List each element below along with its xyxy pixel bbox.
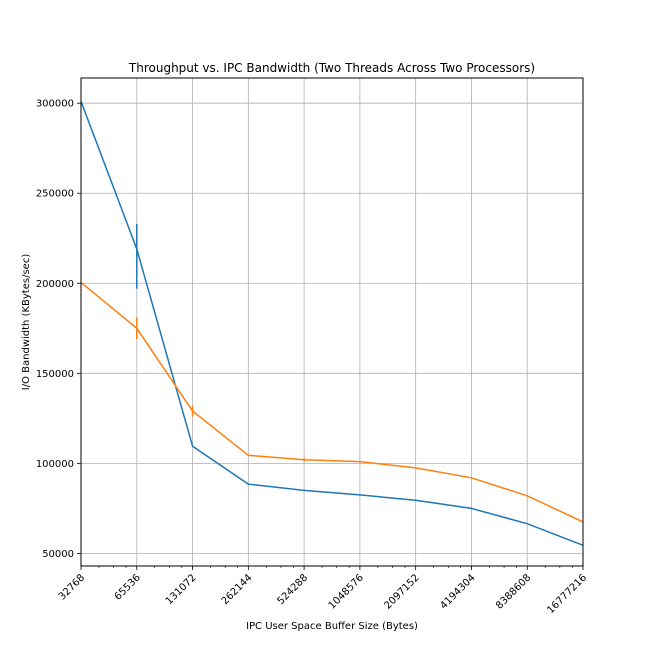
y-axis: 50000 100000 150000 200000 250000 300000 — [36, 99, 81, 560]
x-tick-label: 4194304 — [438, 572, 477, 611]
x-tick-label: 262144 — [220, 572, 255, 607]
plot-frame — [80, 77, 584, 567]
y-tick-label: 300000 — [36, 99, 74, 110]
x-tick-label: 16777216 — [545, 572, 589, 616]
series-line-1 — [80, 101, 584, 546]
x-axis-label: IPC User Space Buffer Size (Bytes) — [246, 621, 418, 632]
x-tick-label: 1048576 — [327, 572, 366, 611]
y-axis-label: I/O Bandwidth (KBytes/sec) — [21, 254, 32, 391]
x-tick-label: 131072 — [164, 572, 199, 607]
x-tick-label: 32768 — [57, 572, 87, 602]
x-axis: 32768 65536 131072 262144 524288 1048576 20971… — [57, 566, 589, 616]
y-tick-label: 250000 — [36, 189, 74, 200]
y-tick-label: 50000 — [42, 549, 74, 560]
series-layer — [80, 101, 584, 546]
x-tick-label: 8388608 — [494, 572, 533, 611]
x-tick-label: 524288 — [275, 572, 310, 607]
series-line-2 — [80, 281, 584, 523]
y-tick-label: 150000 — [36, 369, 74, 380]
x-tick-label: 65536 — [113, 572, 143, 602]
y-tick-label: 200000 — [36, 279, 74, 290]
x-tick-label: 2097152 — [383, 572, 422, 611]
grid — [80, 78, 584, 566]
chart-title: Throughput vs. IPC Bandwidth (Two Thread… — [128, 61, 535, 75]
y-tick-label: 100000 — [36, 459, 74, 470]
